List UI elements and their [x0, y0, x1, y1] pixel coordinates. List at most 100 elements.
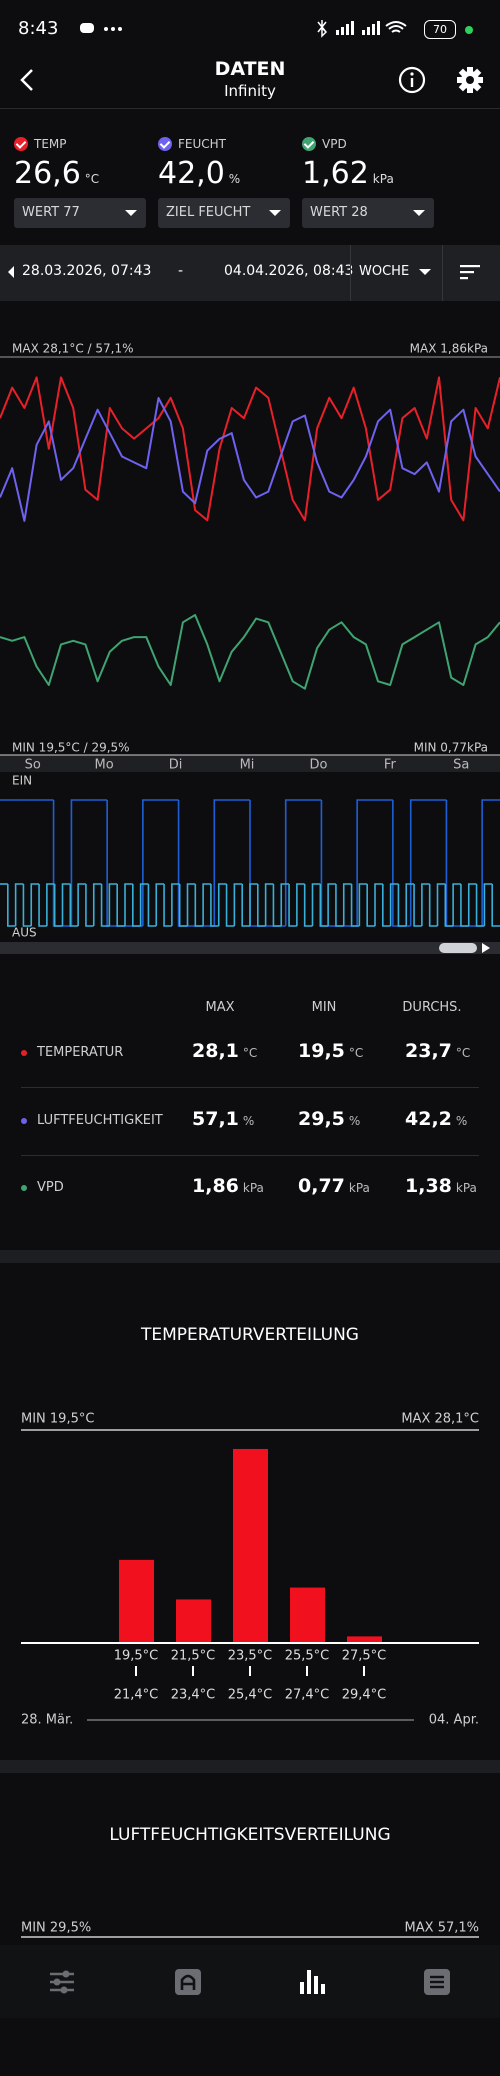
nav-bar	[0, 1945, 500, 2018]
date-separator: -	[178, 263, 184, 279]
switch-step	[452, 883, 461, 926]
check	[15, 138, 27, 149]
sensor-dropdown[interactable]: ZIEL FEUCHT	[158, 198, 290, 228]
sensor-dropdown[interactable]: WERT 28	[302, 198, 434, 228]
scroll-arrow	[482, 943, 490, 953]
temperature-histogram: TEMPERATURVERTEILUNG MIN 19,5°C MAX 28,1°C…	[21, 1325, 479, 1728]
sensor-number: 26,6	[14, 156, 81, 191]
weekday-label: Fr	[384, 758, 397, 773]
status-icons-right	[317, 20, 407, 38]
weekday-label: Mi	[240, 758, 255, 773]
stats-row: VPD 1,86 kPa 0,77 kPa 1,38 kPa	[0, 1173, 500, 1203]
dropdown-label: WERT 28	[310, 205, 368, 220]
dropdown-caret	[413, 210, 425, 216]
min-label: MIN 19,5°C / 29,5%	[12, 741, 130, 755]
weekday-label: So	[25, 758, 41, 773]
switch-step	[374, 883, 383, 926]
row-dot	[21, 1118, 27, 1124]
stats-column-header: MAX	[205, 1000, 235, 1015]
switch-step	[311, 883, 321, 926]
bin-end-label: 21,4°C	[114, 1688, 159, 1703]
sensor-dropdown[interactable]: WERT 77	[14, 198, 146, 228]
stat-number: 57,1	[192, 1108, 239, 1130]
switch-step	[335, 884, 344, 927]
sensor-dot	[14, 137, 28, 151]
min-label: MIN 29,5%	[21, 1921, 91, 1936]
switch-step	[30, 883, 40, 926]
switch-step	[124, 883, 133, 926]
battery: 70	[424, 20, 456, 39]
weekday-band	[0, 755, 500, 772]
switch-step	[467, 883, 477, 926]
sensor-unit: %	[228, 172, 241, 186]
nav-controls[interactable]	[48, 1968, 76, 1996]
stat-unit: kPa	[242, 1181, 264, 1195]
switch-step	[194, 884, 204, 927]
histogram-bar	[347, 1636, 382, 1643]
switch-step	[202, 883, 211, 926]
weekday-label: Sa	[453, 758, 469, 773]
prev-arrow[interactable]	[6, 265, 16, 279]
switch-step	[38, 884, 47, 927]
switch-step	[132, 884, 141, 927]
period-select[interactable]: WOCHE	[359, 264, 410, 279]
histogram-title: TEMPERATURVERTEILUNG	[140, 1325, 359, 1345]
dropdown-caret	[269, 210, 281, 216]
header-title: DATEN	[214, 58, 286, 80]
stat-number: 23,7	[405, 1040, 452, 1062]
sensor-value: 1,62 kPa	[302, 156, 394, 191]
row-dot	[21, 1050, 27, 1056]
settings-button[interactable]	[454, 64, 486, 96]
header-divider	[0, 108, 500, 109]
stat-number: 0,77	[298, 1175, 345, 1197]
switch-step	[405, 883, 415, 926]
switch-step	[366, 884, 375, 927]
header-subtitle: Infinity	[224, 82, 276, 100]
stats-row: TEMPERATUR 28,1 °C 19,5 °C 23,7 °C	[0, 1038, 500, 1068]
date-start[interactable]: 28.03.2026, 07:43	[22, 263, 152, 279]
max-label-right: MAX 1,86kPa	[410, 342, 488, 356]
switch-step	[70, 799, 90, 926]
sort-button[interactable]	[458, 262, 482, 282]
bin-start-label: 25,5°C	[285, 1649, 330, 1664]
switch-step	[327, 883, 336, 926]
switch-step	[483, 883, 493, 926]
back-button[interactable]	[16, 66, 40, 94]
histogram-bar	[119, 1559, 154, 1643]
series-line	[0, 397, 500, 522]
off-label: AUS	[12, 926, 37, 940]
humidity-histogram: LUFTFEUCHTIGKEITSVERTEILUNG MIN 29,5% MAX …	[21, 1825, 479, 1938]
stat-value: 1,38 kPa	[405, 1175, 477, 1197]
date-end[interactable]: 04.04.2026, 08:43	[224, 263, 354, 279]
switch-step	[389, 883, 399, 926]
bin-start-label: 27,5°C	[342, 1649, 387, 1664]
stat-unit: °C	[242, 1046, 258, 1060]
switch-step	[22, 884, 32, 927]
nav-log[interactable]	[423, 1968, 451, 1996]
sensor-label: FEUCHT	[178, 137, 226, 151]
stat-unit: %	[455, 1114, 468, 1128]
scroll-thumb[interactable]	[439, 943, 477, 953]
switch-step	[213, 799, 233, 926]
switch-step	[178, 884, 188, 927]
nav-data-active[interactable]	[298, 1966, 326, 1996]
switch-step	[288, 884, 297, 927]
switch-step	[249, 883, 258, 926]
stat-unit: %	[348, 1114, 361, 1128]
row-name: TEMPERATUR	[37, 1045, 124, 1060]
switch-step	[481, 799, 500, 926]
sensor-dot	[158, 137, 172, 151]
switch-step	[210, 884, 219, 927]
info-button[interactable]	[396, 64, 428, 96]
switch-step	[303, 884, 313, 927]
switch-step	[491, 884, 500, 927]
sensor-value: 42,0%	[158, 156, 240, 191]
switch-step	[46, 883, 55, 926]
series-line	[0, 614, 500, 690]
status-dot	[465, 26, 473, 34]
section-separator	[0, 1250, 500, 1263]
stat-unit: kPa	[348, 1181, 370, 1195]
nav-device[interactable]	[174, 1968, 202, 1996]
switch-step	[186, 883, 196, 926]
dropdown-label: ZIEL FEUCHT	[166, 205, 251, 220]
